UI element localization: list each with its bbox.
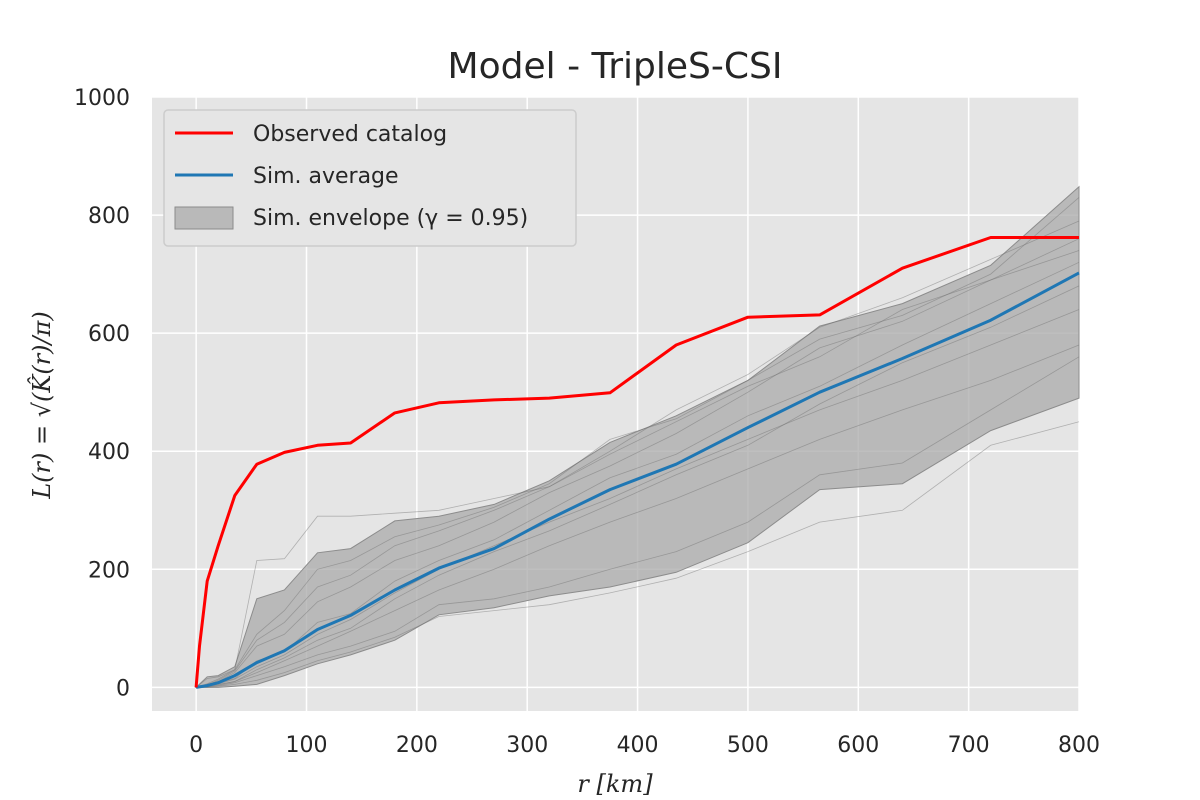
x-tick-label: 0 bbox=[189, 733, 203, 758]
simulation-line bbox=[195, 250, 1080, 688]
legend: Observed catalog Sim. average Sim. envel… bbox=[163, 109, 577, 247]
series-line-observed bbox=[194, 236, 1079, 688]
x-tick-label: 800 bbox=[1058, 733, 1100, 758]
simulation-line bbox=[195, 197, 1080, 688]
legend-label-envelope: Sim. envelope (γ = 0.95) bbox=[253, 206, 528, 231]
series-line-sim-average bbox=[195, 271, 1080, 689]
y-tick-label: 1000 bbox=[74, 86, 130, 111]
x-tick-label: 400 bbox=[617, 733, 659, 758]
simulation-line bbox=[196, 285, 1080, 688]
simulation-line bbox=[196, 261, 1080, 688]
x-tick-label: 600 bbox=[837, 733, 879, 758]
envelope-band bbox=[194, 185, 1080, 688]
simulation-line bbox=[196, 344, 1080, 688]
x-tick-label: 300 bbox=[506, 733, 548, 758]
y-axis-label: L(r) = √(K̂(r)/π) bbox=[28, 311, 56, 500]
y-tick-label: 0 bbox=[116, 676, 130, 701]
x-tick-label: 500 bbox=[727, 733, 769, 758]
simulation-line bbox=[196, 220, 1080, 688]
legend-label-sim-average: Sim. average bbox=[253, 164, 399, 189]
legend-box bbox=[163, 109, 577, 247]
y-tick-label: 600 bbox=[88, 322, 130, 347]
legend-swatch-envelope bbox=[174, 206, 234, 230]
simulation-line bbox=[195, 238, 1080, 688]
axis-ticks: 0 100 200 300 400 500 600 700 800 0 200 400 600 800 10… bbox=[74, 86, 1100, 758]
x-tick-label: 200 bbox=[396, 733, 438, 758]
x-axis-label: r [km] bbox=[577, 770, 653, 798]
series-layer bbox=[194, 236, 1080, 689]
y-tick-label: 200 bbox=[88, 558, 130, 583]
envelope-layer bbox=[194, 185, 1080, 688]
x-tick-label: 700 bbox=[948, 733, 990, 758]
y-tick-label: 800 bbox=[88, 204, 130, 229]
x-tick-label: 100 bbox=[286, 733, 328, 758]
simulation-line bbox=[196, 356, 1080, 688]
simulation-line bbox=[196, 421, 1080, 688]
simulation-lines bbox=[195, 197, 1080, 688]
chart-title: Model - TripleS-CSI bbox=[448, 46, 783, 87]
y-tick-label: 400 bbox=[88, 440, 130, 465]
legend-label-observed: Observed catalog bbox=[253, 122, 447, 147]
